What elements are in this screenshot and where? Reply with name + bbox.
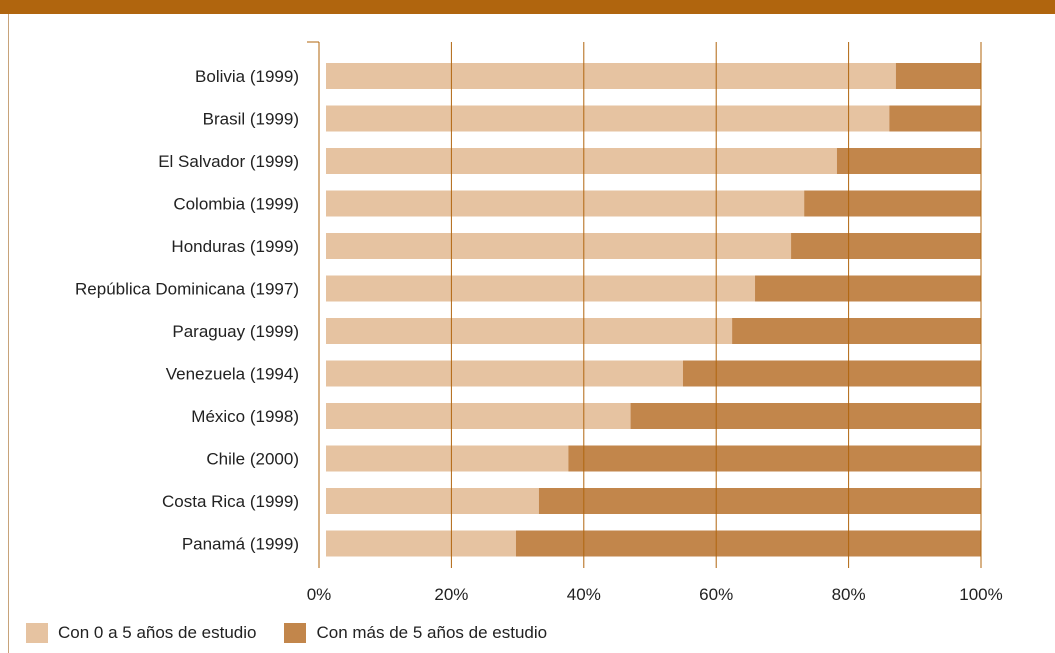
bar-high-5 <box>755 275 981 302</box>
bar-low-5 <box>326 275 756 302</box>
bar-low-11 <box>326 530 516 557</box>
legend: Con 0 a 5 años de estudio Con más de 5 a… <box>26 622 575 644</box>
x-tick-label-3: 60% <box>699 585 733 604</box>
category-label-2: El Salvador (1999) <box>158 152 299 171</box>
bar-low-9 <box>326 445 569 472</box>
category-label-7: Venezuela (1994) <box>166 365 299 384</box>
legend-label-low-education: Con 0 a 5 años de estudio <box>58 623 257 642</box>
bar-high-9 <box>568 445 981 472</box>
legend-item-high-education: Con más de 5 años de estudio <box>284 623 547 643</box>
x-tick-label-0: 0% <box>307 585 332 604</box>
frame-left-border <box>8 14 9 653</box>
bar-high-7 <box>682 360 981 387</box>
stacked-bar-chart: Bolivia (1999) Brasil (1999) El Salvador (… <box>75 41 1003 604</box>
x-tick-label-5: 100% <box>959 585 1002 604</box>
category-label-0: Bolivia (1999) <box>195 67 299 86</box>
bar-high-1 <box>889 105 981 132</box>
x-tick-label-1: 20% <box>434 585 468 604</box>
bar-high-11 <box>515 530 981 557</box>
category-label-5: República Dominicana (1997) <box>75 280 299 299</box>
category-label-8: México (1998) <box>191 407 299 426</box>
bar-low-4 <box>326 233 792 259</box>
category-label-10: Costa Rica (1999) <box>162 492 299 511</box>
legend-label-high-education: Con más de 5 años de estudio <box>316 623 548 642</box>
category-label-9: Chile (2000) <box>206 450 299 469</box>
bar-low-0 <box>326 63 896 89</box>
category-label-1: Brasil (1999) <box>203 110 299 129</box>
bar-low-1 <box>326 105 890 132</box>
bar-high-0 <box>895 63 981 89</box>
bar-high-10 <box>538 488 981 514</box>
bar-high-4 <box>791 233 981 259</box>
category-label-6: Paraguay (1999) <box>172 322 299 341</box>
x-tick-label-4: 80% <box>832 585 866 604</box>
legend-item-low-education: Con 0 a 5 años de estudio <box>26 623 256 643</box>
legend-swatch-low-education <box>26 623 48 643</box>
category-label-3: Colombia (1999) <box>173 195 299 214</box>
bar-low-7 <box>326 360 683 387</box>
bar-low-6 <box>326 318 733 344</box>
bar-low-2 <box>326 148 837 174</box>
bar-high-2 <box>836 148 981 174</box>
bar-high-3 <box>804 190 981 217</box>
top-accent-bar <box>0 0 1055 14</box>
bar-high-8 <box>630 403 981 429</box>
category-label-4: Honduras (1999) <box>171 237 299 256</box>
bar-low-8 <box>326 403 631 429</box>
x-tick-label-2: 40% <box>567 585 601 604</box>
bar-low-3 <box>326 190 805 217</box>
legend-swatch-high-education <box>284 623 307 643</box>
bar-high-6 <box>732 318 981 344</box>
category-label-11: Panamá (1999) <box>182 535 299 554</box>
bar-low-10 <box>326 488 539 514</box>
